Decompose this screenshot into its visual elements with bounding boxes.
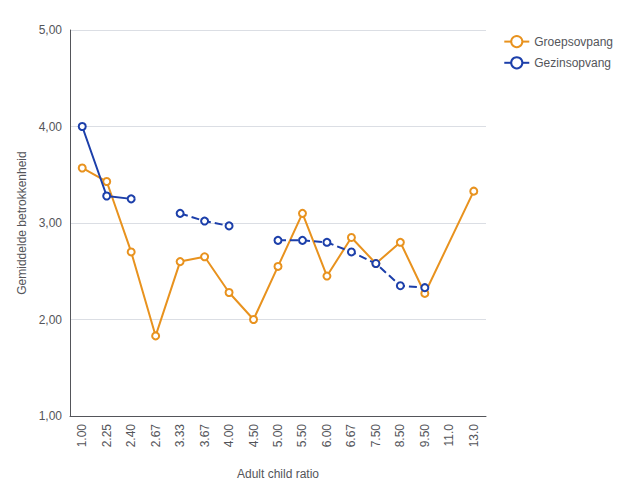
svg-text:8.50: 8.50 (393, 424, 407, 448)
svg-text:2.25: 2.25 (100, 424, 114, 448)
svg-text:4.50: 4.50 (247, 424, 261, 448)
svg-text:9.50: 9.50 (418, 424, 432, 448)
svg-text:2.40: 2.40 (124, 424, 138, 448)
svg-text:3,00: 3,00 (39, 216, 63, 230)
svg-text:13.0: 13.0 (467, 424, 481, 448)
svg-text:Gezinsopvang: Gezinsopvang (534, 56, 611, 70)
svg-text:5,00: 5,00 (39, 23, 63, 37)
svg-text:Gemiddelde betrokkenheid: Gemiddelde betrokkenheid (15, 151, 29, 294)
svg-text:Groepsovpang: Groepsovpang (534, 35, 613, 49)
svg-text:3.67: 3.67 (198, 424, 212, 448)
svg-text:1,00: 1,00 (39, 409, 63, 423)
svg-text:4,00: 4,00 (39, 120, 63, 134)
svg-text:3.33: 3.33 (173, 424, 187, 448)
svg-text:6.67: 6.67 (344, 424, 358, 448)
svg-text:5.50: 5.50 (295, 424, 309, 448)
svg-text:1.00: 1.00 (75, 424, 89, 448)
svg-text:6.00: 6.00 (320, 424, 334, 448)
svg-text:2.67: 2.67 (149, 424, 163, 448)
svg-text:4.00: 4.00 (222, 424, 236, 448)
svg-text:Adult child ratio: Adult child ratio (237, 467, 319, 481)
svg-text:2,00: 2,00 (39, 313, 63, 327)
svg-text:7.50: 7.50 (369, 424, 383, 448)
svg-text:11.0: 11.0 (442, 424, 456, 447)
svg-text:5.00: 5.00 (271, 424, 285, 448)
